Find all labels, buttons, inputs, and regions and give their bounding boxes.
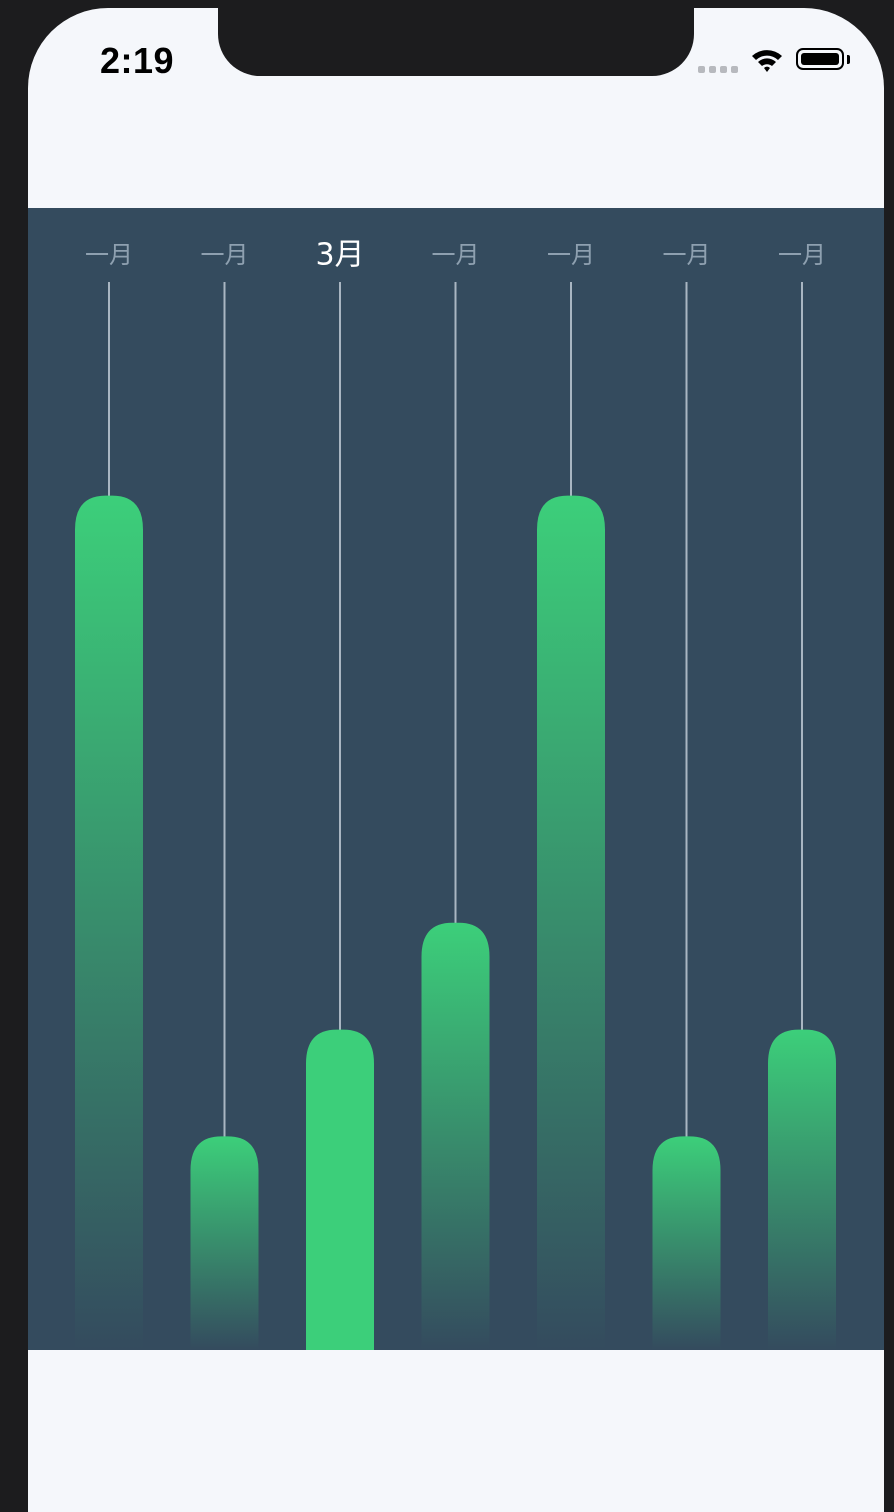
wifi-icon <box>752 50 782 72</box>
bar-selected[interactable] <box>306 1029 374 1350</box>
bar[interactable] <box>768 1029 836 1350</box>
x-tick-label[interactable]: 一月 <box>547 241 595 269</box>
bar-chart: 一月 一月 3月 一月 一月 一月 一月 <box>28 208 884 1350</box>
bar[interactable] <box>190 1136 259 1350</box>
device-notch <box>218 8 694 76</box>
x-tick-label[interactable]: 一月 <box>663 241 711 269</box>
x-tick-label[interactable]: 一月 <box>201 241 249 269</box>
battery-nub <box>847 55 850 64</box>
bar[interactable] <box>75 495 143 1350</box>
status-time: 2:19 <box>100 40 175 81</box>
x-tick-label[interactable]: 一月 <box>432 241 480 269</box>
bar[interactable] <box>652 1136 721 1350</box>
phone-screen: 2:19 一月 一月 3月 一月 一月 一月 一月 <box>28 8 884 1512</box>
x-tick-label[interactable]: 一月 <box>85 241 133 269</box>
battery-icon <box>796 48 844 70</box>
bar[interactable] <box>421 922 490 1350</box>
x-tick-label[interactable]: 3月 <box>315 238 364 273</box>
cellular-signal-icon <box>698 66 740 74</box>
x-tick-label[interactable]: 一月 <box>778 241 826 269</box>
bar-chart-svg: 一月 一月 3月 一月 一月 一月 一月 <box>75 238 836 1350</box>
status-icons <box>698 48 858 78</box>
bar[interactable] <box>537 495 605 1350</box>
